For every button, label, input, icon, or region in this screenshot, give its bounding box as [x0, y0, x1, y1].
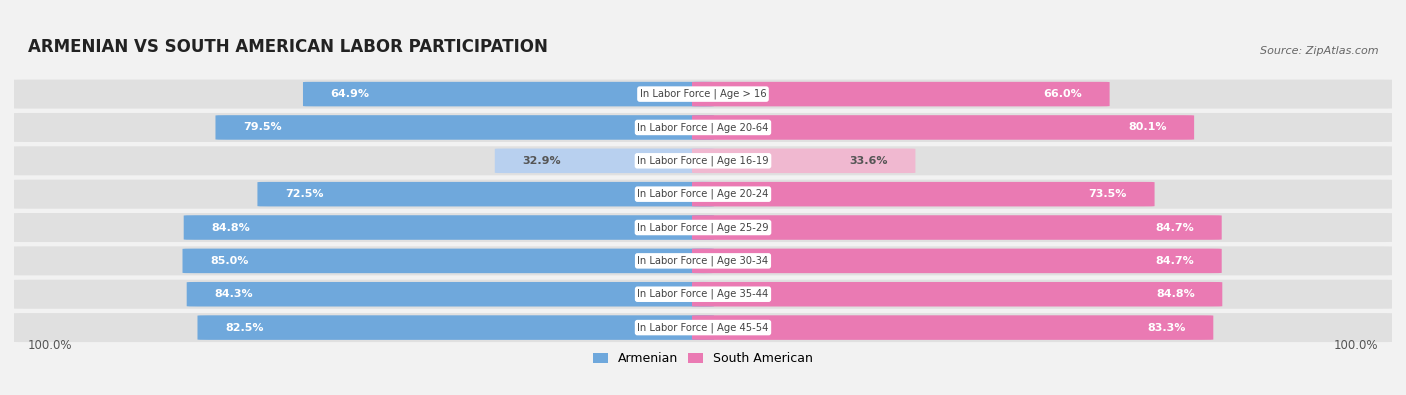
FancyBboxPatch shape: [302, 82, 714, 106]
Text: 72.5%: 72.5%: [285, 189, 323, 199]
FancyBboxPatch shape: [257, 182, 714, 207]
Legend: Armenian, South American: Armenian, South American: [593, 352, 813, 365]
FancyBboxPatch shape: [184, 215, 714, 240]
Text: 33.6%: 33.6%: [849, 156, 887, 166]
FancyBboxPatch shape: [692, 115, 1194, 140]
Text: In Labor Force | Age 25-29: In Labor Force | Age 25-29: [637, 222, 769, 233]
FancyBboxPatch shape: [7, 79, 1399, 109]
Text: 64.9%: 64.9%: [330, 89, 370, 99]
FancyBboxPatch shape: [197, 315, 714, 340]
FancyBboxPatch shape: [692, 282, 1222, 307]
Text: 84.8%: 84.8%: [211, 222, 250, 233]
Text: 85.0%: 85.0%: [209, 256, 249, 266]
FancyBboxPatch shape: [187, 282, 714, 307]
Text: 84.8%: 84.8%: [1156, 289, 1195, 299]
FancyBboxPatch shape: [183, 248, 714, 273]
Text: 100.0%: 100.0%: [1334, 339, 1378, 352]
Text: 66.0%: 66.0%: [1043, 89, 1083, 99]
FancyBboxPatch shape: [495, 149, 714, 173]
Text: 82.5%: 82.5%: [225, 323, 263, 333]
Text: Source: ZipAtlas.com: Source: ZipAtlas.com: [1260, 46, 1378, 56]
FancyBboxPatch shape: [215, 115, 714, 140]
Text: 32.9%: 32.9%: [523, 156, 561, 166]
FancyBboxPatch shape: [692, 149, 915, 173]
FancyBboxPatch shape: [7, 280, 1399, 309]
Text: In Labor Force | Age 20-24: In Labor Force | Age 20-24: [637, 189, 769, 199]
FancyBboxPatch shape: [7, 113, 1399, 142]
Text: In Labor Force | Age > 16: In Labor Force | Age > 16: [640, 89, 766, 100]
Text: In Labor Force | Age 20-64: In Labor Force | Age 20-64: [637, 122, 769, 133]
Text: 84.3%: 84.3%: [214, 289, 253, 299]
Text: ARMENIAN VS SOUTH AMERICAN LABOR PARTICIPATION: ARMENIAN VS SOUTH AMERICAN LABOR PARTICI…: [28, 38, 548, 56]
Text: 84.7%: 84.7%: [1156, 222, 1194, 233]
Text: In Labor Force | Age 30-34: In Labor Force | Age 30-34: [637, 256, 769, 266]
FancyBboxPatch shape: [692, 248, 1222, 273]
Text: 84.7%: 84.7%: [1156, 256, 1194, 266]
FancyBboxPatch shape: [7, 146, 1399, 175]
FancyBboxPatch shape: [692, 315, 1213, 340]
FancyBboxPatch shape: [692, 182, 1154, 207]
FancyBboxPatch shape: [692, 82, 1109, 106]
Text: 100.0%: 100.0%: [28, 339, 72, 352]
FancyBboxPatch shape: [7, 246, 1399, 275]
Text: In Labor Force | Age 45-54: In Labor Force | Age 45-54: [637, 322, 769, 333]
Text: 80.1%: 80.1%: [1128, 122, 1167, 132]
FancyBboxPatch shape: [7, 313, 1399, 342]
Text: 79.5%: 79.5%: [243, 122, 281, 132]
FancyBboxPatch shape: [692, 215, 1222, 240]
Text: 83.3%: 83.3%: [1147, 323, 1185, 333]
Text: 73.5%: 73.5%: [1088, 189, 1128, 199]
FancyBboxPatch shape: [7, 180, 1399, 209]
Text: In Labor Force | Age 16-19: In Labor Force | Age 16-19: [637, 156, 769, 166]
Text: In Labor Force | Age 35-44: In Labor Force | Age 35-44: [637, 289, 769, 299]
FancyBboxPatch shape: [7, 213, 1399, 242]
